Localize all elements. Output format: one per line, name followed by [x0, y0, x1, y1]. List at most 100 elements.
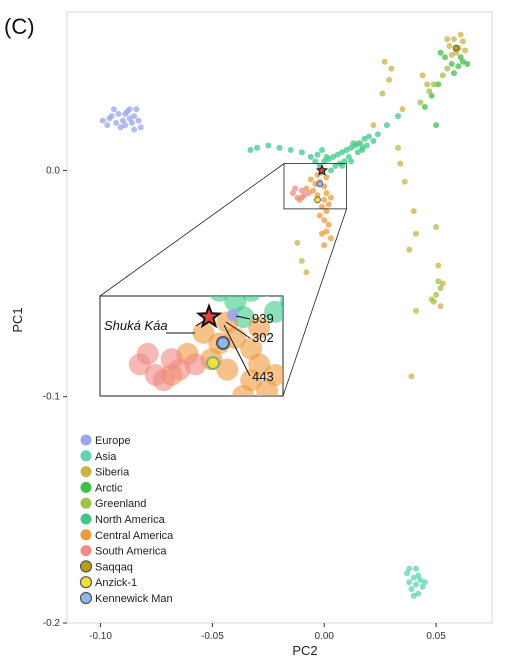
inset-point-central-america: [264, 363, 283, 386]
point-siberia: [298, 257, 305, 264]
point-siberia: [462, 47, 469, 54]
panel-label: (C): [4, 14, 35, 39]
point-central-america: [303, 185, 310, 192]
point-siberia: [386, 76, 393, 83]
inset-939-point: [227, 309, 239, 321]
point-north-america: [339, 162, 346, 169]
point-greenland: [444, 65, 451, 72]
legend-label-saqqaq: Saqqaq: [95, 561, 133, 573]
point-north-america: [374, 131, 381, 138]
point-greenland: [435, 278, 442, 285]
point-europe: [133, 106, 140, 113]
point-arctic: [455, 63, 462, 70]
point-north-america: [276, 144, 283, 151]
point-south-america: [296, 196, 303, 203]
point-south-america: [292, 185, 299, 192]
point-central-america: [321, 217, 328, 224]
zoom-source-box: [283, 163, 348, 210]
inset-star-marker: [195, 303, 223, 329]
point-siberia: [381, 58, 388, 65]
point-siberia: [412, 230, 419, 237]
point-siberia: [401, 178, 408, 185]
pointer-302: [225, 321, 251, 339]
pointer-939: [235, 315, 251, 320]
point-asia: [406, 565, 413, 572]
point-greenland: [439, 72, 446, 79]
point-greenland: [433, 291, 440, 298]
point-central-america: [323, 228, 330, 235]
legend-swatch-arctic: [80, 481, 92, 493]
point-siberia: [408, 373, 415, 380]
point-north-america: [265, 142, 272, 149]
x-tick-label: 0.05: [426, 631, 446, 642]
pointer-443: [223, 324, 251, 377]
point-north-america: [357, 140, 364, 147]
point-north-america: [361, 135, 368, 142]
inset-points: [128, 296, 283, 396]
point-siberia: [395, 144, 402, 151]
point-north-america: [339, 149, 346, 156]
point-asia: [415, 590, 422, 597]
inset-point-central-america: [232, 385, 255, 396]
point-central-america: [325, 201, 332, 208]
point-arctic: [448, 61, 455, 68]
point-north-america: [370, 137, 377, 144]
point-north-america: [363, 142, 370, 149]
point-kennewick-man: [316, 180, 324, 188]
point-arctic: [433, 122, 440, 129]
inset-label-302: 302: [252, 330, 274, 345]
point-central-america: [316, 212, 323, 219]
point-asia: [410, 574, 417, 581]
point-siberia: [406, 246, 413, 253]
points-layer: [99, 31, 471, 599]
point-arctic: [435, 81, 442, 88]
point-siberia: [459, 38, 466, 45]
point-europe: [113, 119, 120, 126]
point-siberia: [439, 280, 446, 287]
point-siberia: [419, 72, 426, 79]
inset-point-central-america: [216, 358, 239, 381]
point-siberia: [388, 65, 395, 72]
point-north-america: [348, 144, 355, 151]
point-north-america: [354, 149, 361, 156]
point-central-america: [323, 208, 330, 215]
point-asia: [408, 586, 415, 593]
y-tick-label: -0.2: [43, 618, 61, 629]
point-europe: [115, 110, 122, 117]
point-siberia: [424, 81, 431, 88]
point-north-america: [334, 151, 341, 158]
point-north-america: [330, 153, 337, 160]
point-greenland: [430, 298, 437, 305]
point-siberia: [294, 239, 301, 246]
legend-label-anzick-1: Anzick-1: [95, 577, 137, 589]
point-europe: [117, 124, 124, 131]
point-asia: [404, 570, 410, 577]
point-central-america: [319, 230, 325, 237]
x-tick-label: -0.05: [201, 631, 224, 642]
inset-point-north-america: [241, 296, 261, 302]
y-axis-title: PC1: [10, 307, 25, 332]
point-arctic: [457, 54, 464, 61]
point-arctic: [442, 54, 449, 61]
legend-swatch-greenland: [80, 497, 92, 509]
point-south-america: [305, 190, 312, 197]
point-siberia: [397, 160, 404, 167]
point-central-america: [325, 221, 332, 228]
point-siberia: [399, 106, 406, 113]
point-europe: [106, 115, 113, 122]
point-europe: [137, 124, 144, 131]
inset-point-south-america: [152, 369, 175, 392]
point-north-america: [298, 149, 305, 156]
point-north-america: [327, 167, 334, 174]
point-north-america: [383, 122, 390, 129]
point-north-america: [345, 153, 352, 160]
legend-label-kennewick-man: Kennewick Man: [95, 593, 173, 605]
inset-point-south-america: [184, 353, 207, 376]
zoom-connector: [282, 208, 347, 397]
point-anzick-1: [314, 196, 321, 204]
point-asia: [406, 579, 413, 586]
pointer-star: [195, 319, 206, 327]
point-siberia: [437, 303, 444, 310]
inset-label-star: Shuká Káa: [104, 318, 168, 333]
